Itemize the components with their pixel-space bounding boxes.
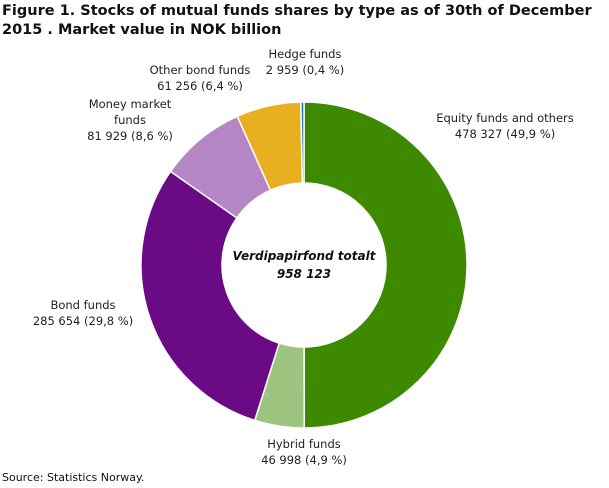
legend-label: Equity funds and others [436,111,574,125]
value-label: 46 998 (4,9 %) [261,453,347,467]
legend-label: Money market funds [88,97,172,127]
slice-label: Hybrid funds 46 998 (4,9 %) [244,436,364,468]
slice-label: Money market funds 81 929 (8,6 %) [80,96,180,144]
slice-label: Hedge funds 2 959 (0,4 %) [250,46,360,78]
legend-label: Hybrid funds [267,437,341,451]
value-label: 2 959 (0,4 %) [265,63,345,77]
donut-slice [300,101,305,184]
value-label: 478 327 (49,9 %) [454,127,556,141]
value-label: 285 654 (29,8 %) [32,314,134,328]
legend-label: Bond funds [50,298,116,312]
donut-slice [140,170,281,422]
value-label: 61 256 (6,4 %) [157,79,243,93]
slice-label: Equity funds and others 478 327 (49,9 %) [430,110,580,142]
legend-label: Hedge funds [268,47,342,61]
slice-label: Bond funds 285 654 (29,8 %) [23,297,143,329]
value-label: 81 929 (8,6 %) [87,129,173,143]
chart-title: Figure 1. Stocks of mutual funds shares … [2,3,592,38]
legend-label: Other bond funds [149,63,251,77]
source: Source: Statistics Norway. [2,471,145,484]
slice-label: Other bond funds 61 256 (6,4 %) [140,62,260,94]
center-title: Verdipapirfond totalt [232,249,376,263]
center-total: 958 123 [276,267,332,281]
donut-slice [303,101,468,429]
